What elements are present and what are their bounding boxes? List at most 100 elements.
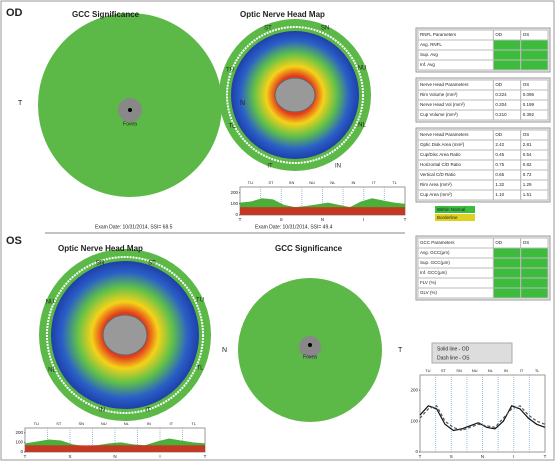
sector-label: IT (372, 180, 376, 185)
cell (493, 50, 520, 60)
x-tick-label: T (204, 454, 207, 459)
y-tick-label: 200 (230, 190, 238, 195)
label: T (398, 347, 403, 354)
header: OS (523, 132, 530, 137)
cell (493, 268, 520, 278)
x-tick-label: T (24, 454, 27, 459)
sector-label: ST (148, 261, 156, 267)
cell-text: 0.72 (523, 172, 532, 177)
label: OS (6, 235, 22, 247)
cell (521, 40, 548, 50)
cell-text: 0.392 (523, 112, 535, 117)
y-tick-label: 100 (15, 440, 23, 445)
sector-label: IN (504, 368, 508, 373)
y-tick-label: 100 (410, 418, 418, 423)
sector-label: TU (196, 298, 204, 304)
x-tick-label: N (113, 454, 116, 459)
cell-text: Horizontal C/D Ratio (420, 162, 462, 167)
sector-label: SN (456, 368, 462, 373)
x-tick-label: T (419, 454, 422, 459)
label: N (240, 100, 245, 107)
x-tick-label: I (513, 454, 514, 459)
sector-label: TL (228, 124, 236, 130)
cell-text: Inf. Avg (420, 62, 435, 67)
header: OS (523, 32, 530, 37)
sector-label: TU (425, 368, 430, 373)
cell (521, 258, 548, 268)
header: Nerve Head Parameters (420, 82, 469, 87)
x-tick-label: S (450, 454, 453, 459)
sector-label: NL (330, 180, 336, 185)
borderline-band (240, 207, 405, 215)
x-tick-label: T (239, 217, 242, 222)
cell (493, 248, 520, 258)
sector-label: SN (321, 26, 329, 32)
x-tick-label: N (481, 454, 484, 459)
label: OD (6, 7, 23, 19)
fovea-dot (308, 343, 312, 347)
cell (493, 288, 520, 298)
sector-label: ST (441, 368, 447, 373)
cell (521, 268, 548, 278)
sector-label: NL (48, 368, 56, 374)
cell-text: 0.54 (523, 152, 532, 157)
sector-label: IN (351, 180, 355, 185)
sector-label: SN (78, 421, 84, 426)
x-tick-label: I (159, 454, 160, 459)
y-tick-label: 100 (230, 201, 238, 206)
cell (521, 50, 548, 60)
sector-label: SN (96, 261, 104, 267)
cell (521, 278, 548, 288)
cup (103, 315, 147, 355)
cell-text: Inf. GCC(μm) (420, 270, 447, 275)
sector-label: IT (169, 421, 173, 426)
cell (521, 248, 548, 258)
label: T (18, 100, 23, 107)
cell (493, 278, 520, 288)
sector-label: ST (264, 26, 272, 32)
sector-label: NL (358, 123, 366, 129)
cell-text: 0.210 (495, 112, 507, 117)
sector-label: IN (335, 164, 341, 170)
cell-text: 2.42 (495, 142, 504, 147)
legend-label: Solid line - OD (437, 346, 470, 352)
cell-text: 0.095 (523, 92, 535, 97)
cell-text: Sup. Avg (420, 52, 438, 57)
cell-text: 0.204 (495, 102, 507, 107)
sector-label: NU (101, 421, 107, 426)
cell-text: Vertical C/D Ratio (420, 172, 456, 177)
y-tick-label: 200 (410, 388, 418, 393)
cell (493, 60, 520, 70)
cell-text: Rim Volume (mm³) (420, 92, 458, 97)
sector-label: IT (520, 368, 524, 373)
sector-label: NU (309, 180, 315, 185)
sector-label: TL (535, 368, 540, 373)
cell-text: GLV (%) (420, 290, 437, 295)
sector-label: TU (248, 180, 253, 185)
cell-text: Cup Area (mm²) (420, 192, 453, 197)
borderline-band (25, 445, 205, 452)
cell-text: Nerve Head Vol (mm³) (420, 102, 465, 107)
cell (521, 288, 548, 298)
x-tick-label: T (404, 217, 407, 222)
label: Exam Date: 10/31/2014, SSI= 49.4 (255, 224, 333, 230)
cell-text: Optic Disk Area (mm²) (420, 142, 465, 147)
header: OS (523, 240, 530, 245)
cell (493, 40, 520, 50)
cell-text: Rim Area (mm²) (420, 182, 452, 187)
header: Nerve Head Parameters (420, 132, 469, 137)
cell-text: 0.65 (495, 172, 504, 177)
sector-label: NU (472, 368, 478, 373)
sector-label: NL (124, 421, 130, 426)
x-tick-label: N (321, 217, 324, 222)
sector-label: NL (488, 368, 494, 373)
sector-label: ST (56, 421, 62, 426)
sector-label: TU (34, 421, 39, 426)
cell-text: Cup/Disc Area Ratio (420, 152, 461, 157)
cell-text: 0.199 (523, 102, 535, 107)
cell-text: FLV (%) (420, 280, 437, 285)
label: Optic Nerve Head Map (58, 244, 143, 253)
header: OD (495, 32, 503, 37)
sector-label: NU (358, 66, 367, 72)
cell-text: 0.224 (495, 92, 507, 97)
